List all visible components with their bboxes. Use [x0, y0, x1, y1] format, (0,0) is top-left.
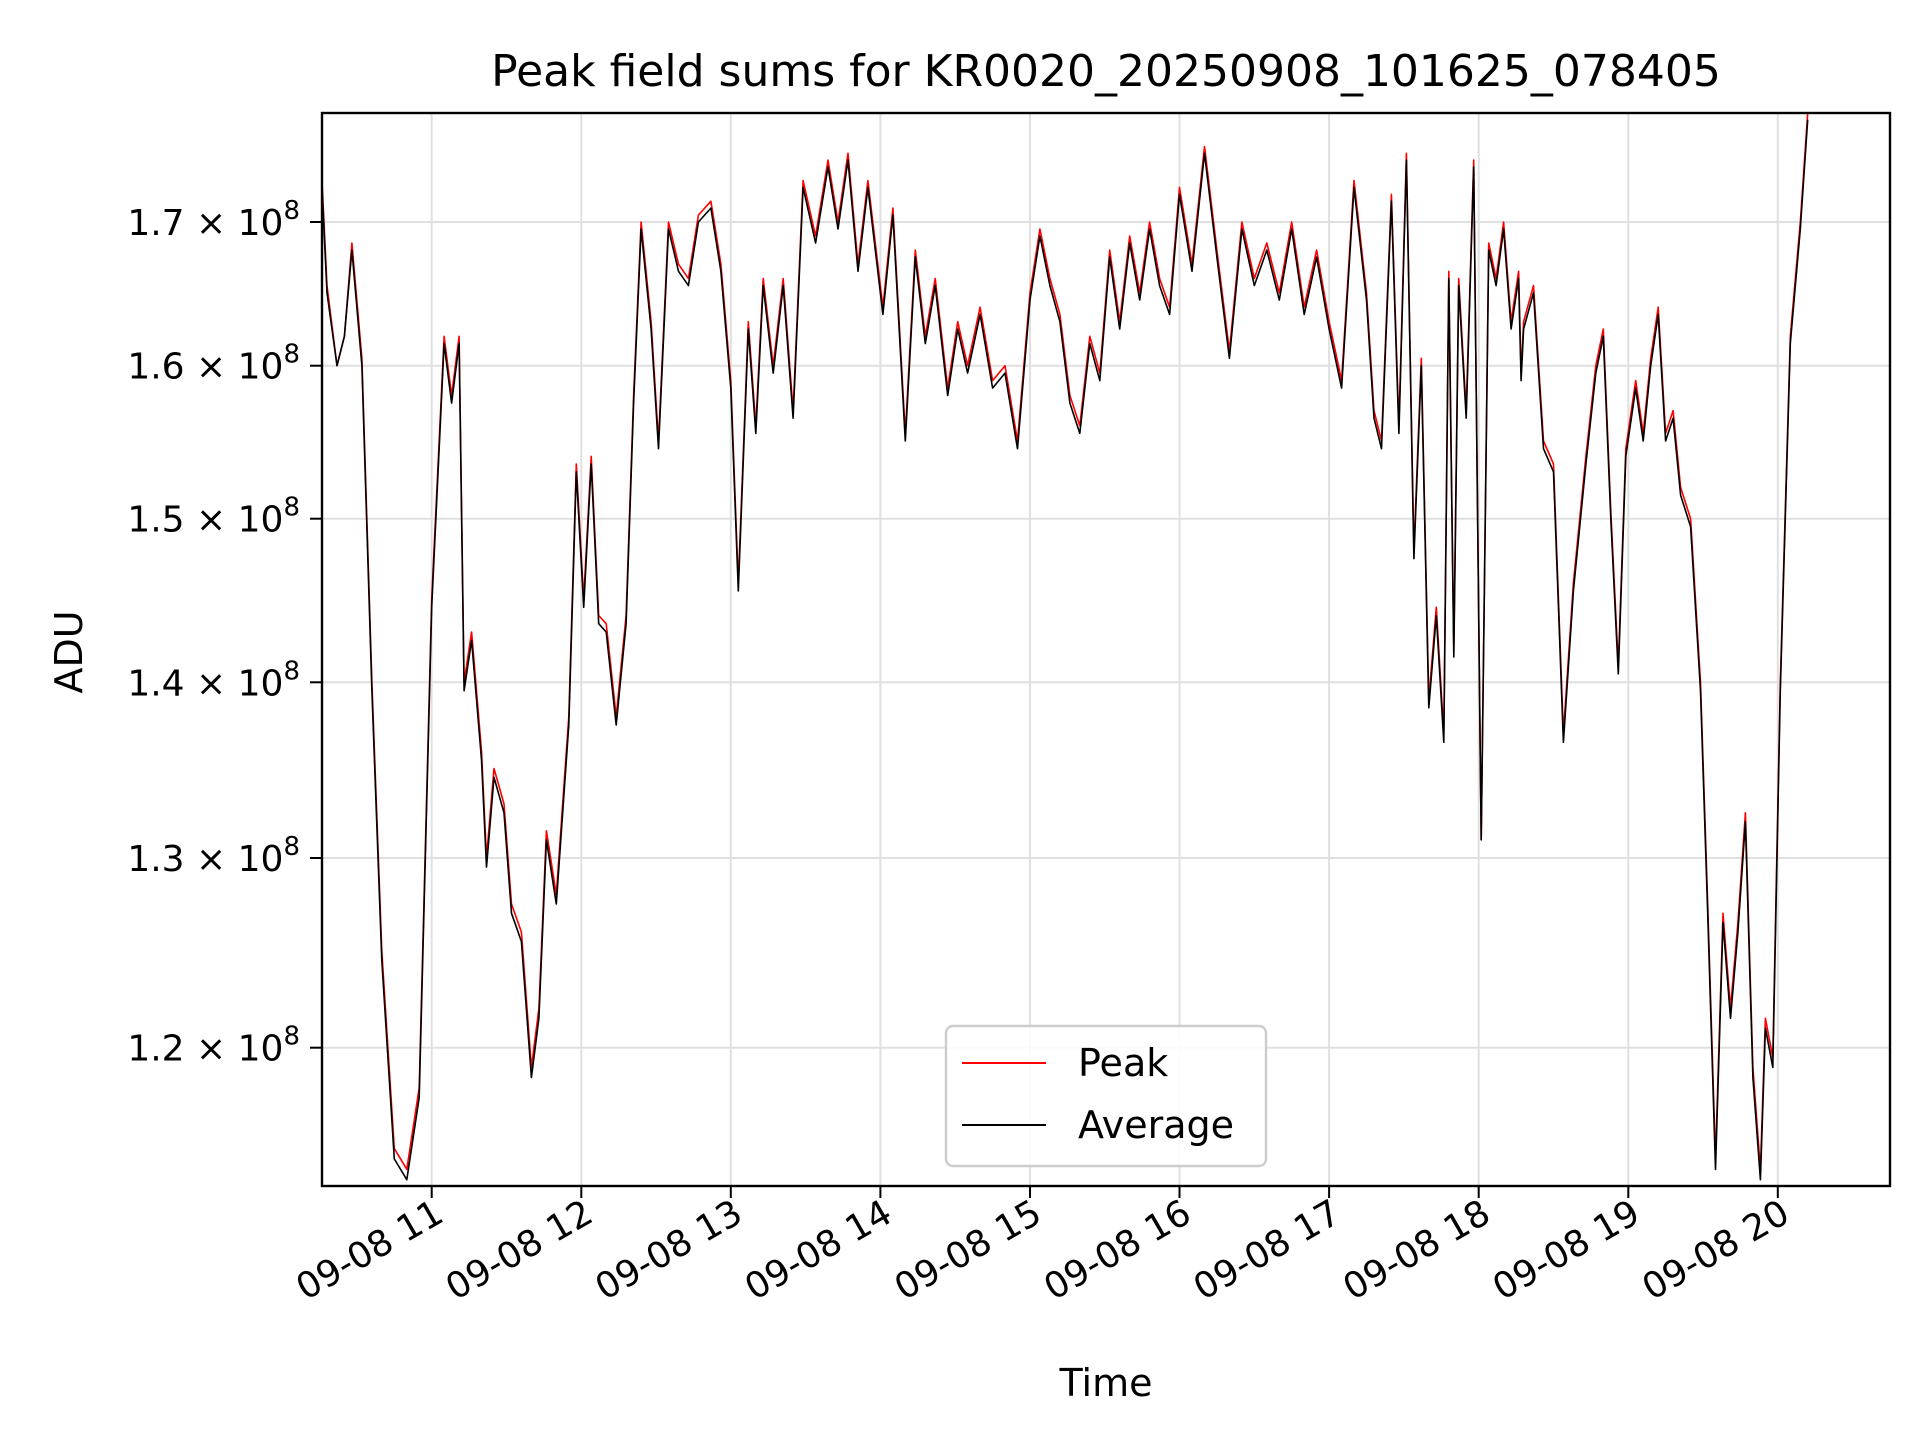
legend-box	[944, 1024, 1268, 1168]
y-axis-label: ADU	[47, 610, 91, 693]
y-axis: 1.2 × 108 1.3 × 108 1.4 × 108 1.5 × 108 1.6 …	[127, 196, 322, 1070]
y-tick-label: 1.3 × 108	[127, 832, 300, 880]
y-tick-label: 1.2 × 108	[127, 1022, 300, 1070]
legend-label-average: Average	[1078, 1103, 1234, 1147]
plot-series	[321, 112, 1809, 1181]
x-axis-label: Time	[1059, 1361, 1153, 1405]
y-tick-label: 1.7 × 108	[127, 196, 300, 244]
y-tick-label: 1.6 × 108	[127, 340, 300, 388]
series-line-average	[321, 119, 1809, 1181]
y-tick-label: 1.5 × 108	[127, 493, 300, 541]
y-tick-label: 1.4 × 108	[127, 656, 300, 704]
plot-frame	[320, 111, 1892, 1188]
legend-label-peak: Peak	[1078, 1041, 1168, 1085]
chart-title: Peak field sums for KR0020_20250908_1016…	[491, 46, 1721, 97]
legend: Peak Average	[944, 1024, 1268, 1168]
